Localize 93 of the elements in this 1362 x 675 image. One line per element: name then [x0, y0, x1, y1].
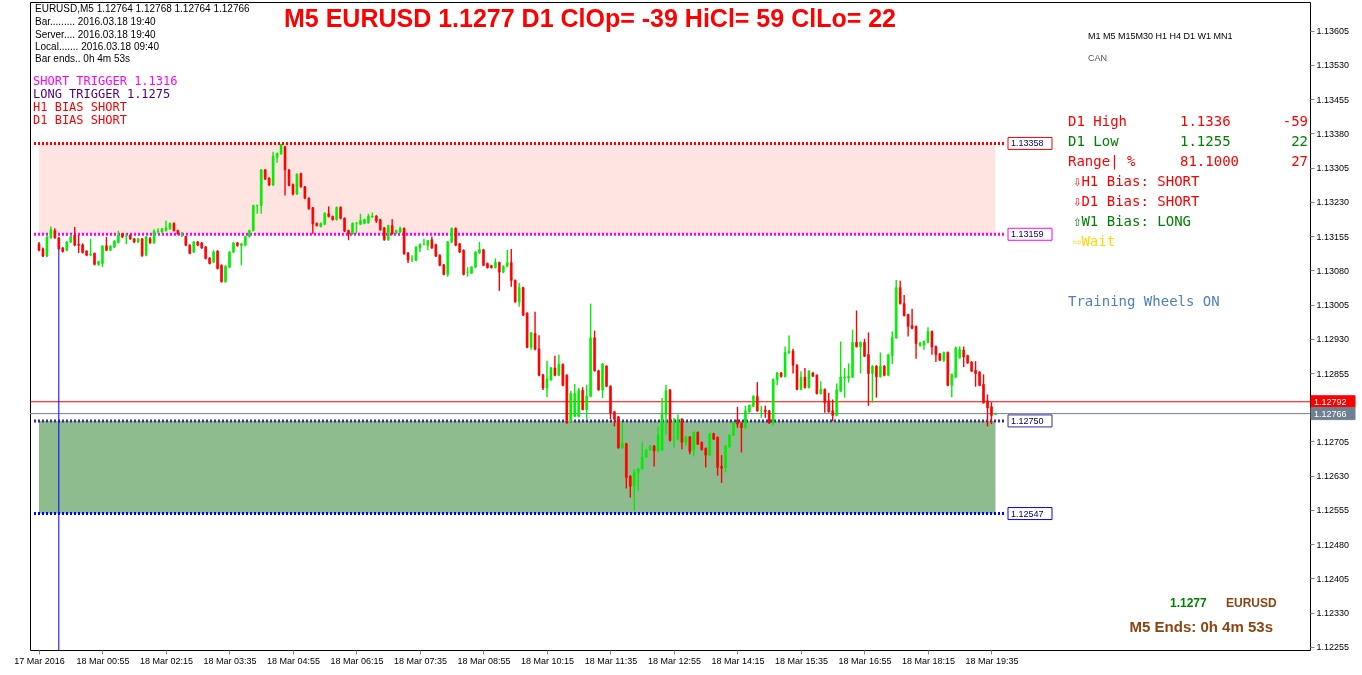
annotation: SHORT TRIGGER 1.1316: [33, 74, 178, 88]
candlestick: [363, 218, 366, 225]
y-tick-label: 1.13230: [1316, 197, 1350, 208]
annotation: ⇨Wait: [1073, 233, 1116, 249]
x-tick-label: 18 Mar 18:15: [901, 655, 955, 666]
y-tick-label: 1.13305: [1316, 163, 1350, 174]
annotation: M1 M5 M15M30 H1 H4 D1 W1 MN1: [1088, 31, 1233, 41]
y-tick-label: 1.12855: [1316, 368, 1350, 379]
y-tick-label: 1.12930: [1316, 334, 1350, 345]
candlestick: [426, 239, 430, 251]
x-tick-label: 18 Mar 11:35: [584, 655, 638, 666]
y-tick-label: 1.12405: [1316, 573, 1350, 584]
x-tick-label: 18 Mar 07:35: [393, 655, 447, 666]
x-tick-label: 18 Mar 19:35: [965, 655, 1019, 666]
annotation: EURUSD: [1226, 596, 1278, 610]
candlestick: [779, 371, 783, 379]
y-tick-label: 1.12705: [1316, 436, 1350, 447]
annotation: 1.1336: [1180, 113, 1231, 129]
y-tick-label: 1.13005: [1316, 300, 1350, 311]
candlestick: [398, 225, 402, 234]
annotation: ⇧W1 Bias: LONG: [1073, 213, 1192, 229]
candlestick: [359, 213, 362, 226]
annotation: D1 BIAS SHORT: [33, 113, 127, 127]
annotation: EURUSD,M5 1.12764 1.12768 1.12764 1.12766: [35, 3, 251, 14]
candlestick: [77, 234, 80, 254]
x-tick-label: 18 Mar 06:15: [330, 655, 384, 666]
candlestick: [490, 264, 493, 270]
y-tick-label: 1.13080: [1316, 265, 1350, 276]
annotation: -59: [1282, 113, 1308, 129]
candlestick: [918, 341, 922, 348]
x-tick-label: 18 Mar 00:55: [76, 655, 130, 666]
ref-line-label: 1.12792: [1314, 396, 1347, 407]
x-tick-label: 18 Mar 16:55: [838, 655, 892, 666]
x-tick-label: 18 Mar 03:35: [203, 655, 257, 666]
y-tick-label: 1.13155: [1316, 231, 1350, 242]
annotation: 81.1000: [1180, 153, 1240, 169]
annotation: M5 Ends: 0h 4m 53s: [1129, 618, 1273, 635]
candlestick: [164, 219, 168, 233]
annotation: 1.1277: [1170, 596, 1208, 610]
annotation: Local....... 2016.03.18 09:40: [35, 41, 160, 52]
x-tick-label: 18 Mar 08:55: [457, 655, 511, 666]
y-tick-label: 1.12630: [1316, 471, 1350, 482]
candlestick: [652, 444, 656, 468]
y-tick-label: 1.13530: [1316, 60, 1350, 71]
candlestick: [684, 435, 688, 447]
y-tick-label: 1.12480: [1316, 539, 1350, 550]
annotation: CAN: [1088, 53, 1108, 63]
x-tick-label: 17 Mar 2016: [14, 655, 65, 666]
candlestick: [553, 354, 557, 377]
ref-line-label: 1.12547: [1011, 508, 1044, 519]
candlestick: [109, 244, 112, 252]
annotation: Bar ends.. 0h 4m 53s: [35, 53, 131, 64]
candlestick: [736, 406, 739, 429]
annotation: 1.1255: [1180, 133, 1231, 149]
candlestick: [113, 239, 116, 249]
y-tick-label: 1.12555: [1316, 505, 1350, 516]
annotation: H1 BIAS SHORT: [33, 100, 127, 114]
annotation: ⇩D1 Bias: SHORT: [1073, 193, 1200, 209]
candlestick: [89, 238, 92, 257]
ref-line-label: 1.12766: [1314, 408, 1347, 419]
candlestick: [236, 241, 239, 248]
y-tick-label: 1.13380: [1316, 128, 1350, 139]
ref-line-label: 1.12750: [1011, 415, 1044, 426]
x-tick-label: 18 Mar 15:35: [774, 655, 828, 666]
candlestick: [148, 236, 152, 245]
x-tick-label: 18 Mar 04:55: [266, 655, 320, 666]
annotation: Server.... 2016.03.18 19:40: [35, 29, 157, 40]
annotation: LONG TRIGGER 1.1275: [33, 87, 171, 101]
annotation: Range| %: [1068, 153, 1136, 170]
ref-line-label: 1.13358: [1011, 138, 1044, 149]
annotation: 22: [1291, 133, 1308, 149]
x-tick-label: 18 Mar 14:15: [711, 655, 765, 666]
candlestick: [105, 236, 108, 252]
annotation: D1 High: [1068, 113, 1128, 129]
annotation: ⇩H1 Bias: SHORT: [1073, 173, 1200, 189]
x-tick-label: 18 Mar 12:55: [647, 655, 701, 666]
candlestick: [994, 412, 997, 416]
annotation: Bar......... 2016.03.18 19:40: [35, 16, 157, 27]
candlestick: [843, 367, 846, 399]
ref-line-label: 1.13159: [1011, 229, 1044, 240]
y-tick-label: 1.13605: [1316, 26, 1350, 37]
candlestick: [367, 213, 370, 225]
candlestick: [41, 246, 45, 258]
annotation: 27: [1291, 153, 1308, 169]
candlestick: [859, 340, 862, 375]
x-tick-label: 18 Mar 02:15: [139, 655, 193, 666]
y-tick-label: 1.13455: [1316, 94, 1350, 105]
x-tick-label: 18 Mar 10:15: [520, 655, 574, 666]
chart-title: M5 EURUSD 1.1277 D1 ClOp= -39 HiCl= 59 ClLo= 22: [283, 4, 897, 32]
y-tick-label: 1.12330: [1316, 608, 1350, 619]
annotation: Training Wheels ON: [1068, 293, 1220, 309]
y-tick-label: 1.12255: [1316, 642, 1350, 653]
annotation: D1 Low: [1068, 133, 1120, 149]
